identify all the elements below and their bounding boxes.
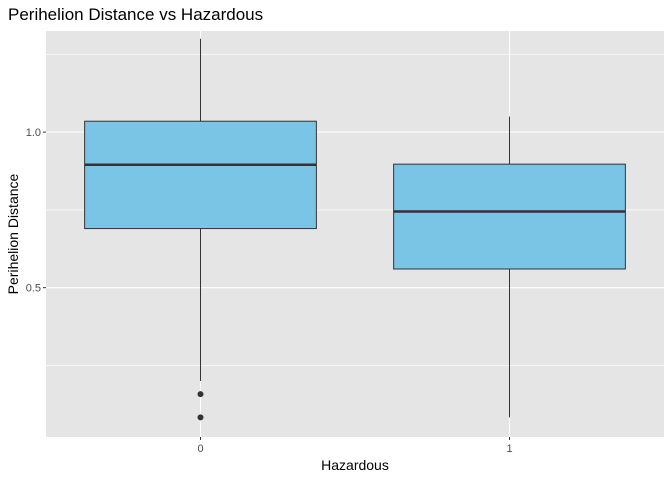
y-axis: 0.5 1.0 [26,127,46,295]
x-tick-label: 1 [506,443,512,455]
y-tick-label: 0.5 [26,283,41,295]
box-iqr [84,120,317,230]
y-tick-label: 1.0 [26,127,41,139]
box-iqr [393,163,626,270]
outlier-point [197,391,204,398]
chart-title: Perihelion Distance vs Hazardous [8,5,263,24]
outlier-point [197,414,204,421]
x-tick-label: 0 [197,443,203,455]
boxes [84,38,626,421]
y-axis-title: Perihelion Distance [5,173,21,294]
x-axis-title: Hazardous [321,457,389,473]
